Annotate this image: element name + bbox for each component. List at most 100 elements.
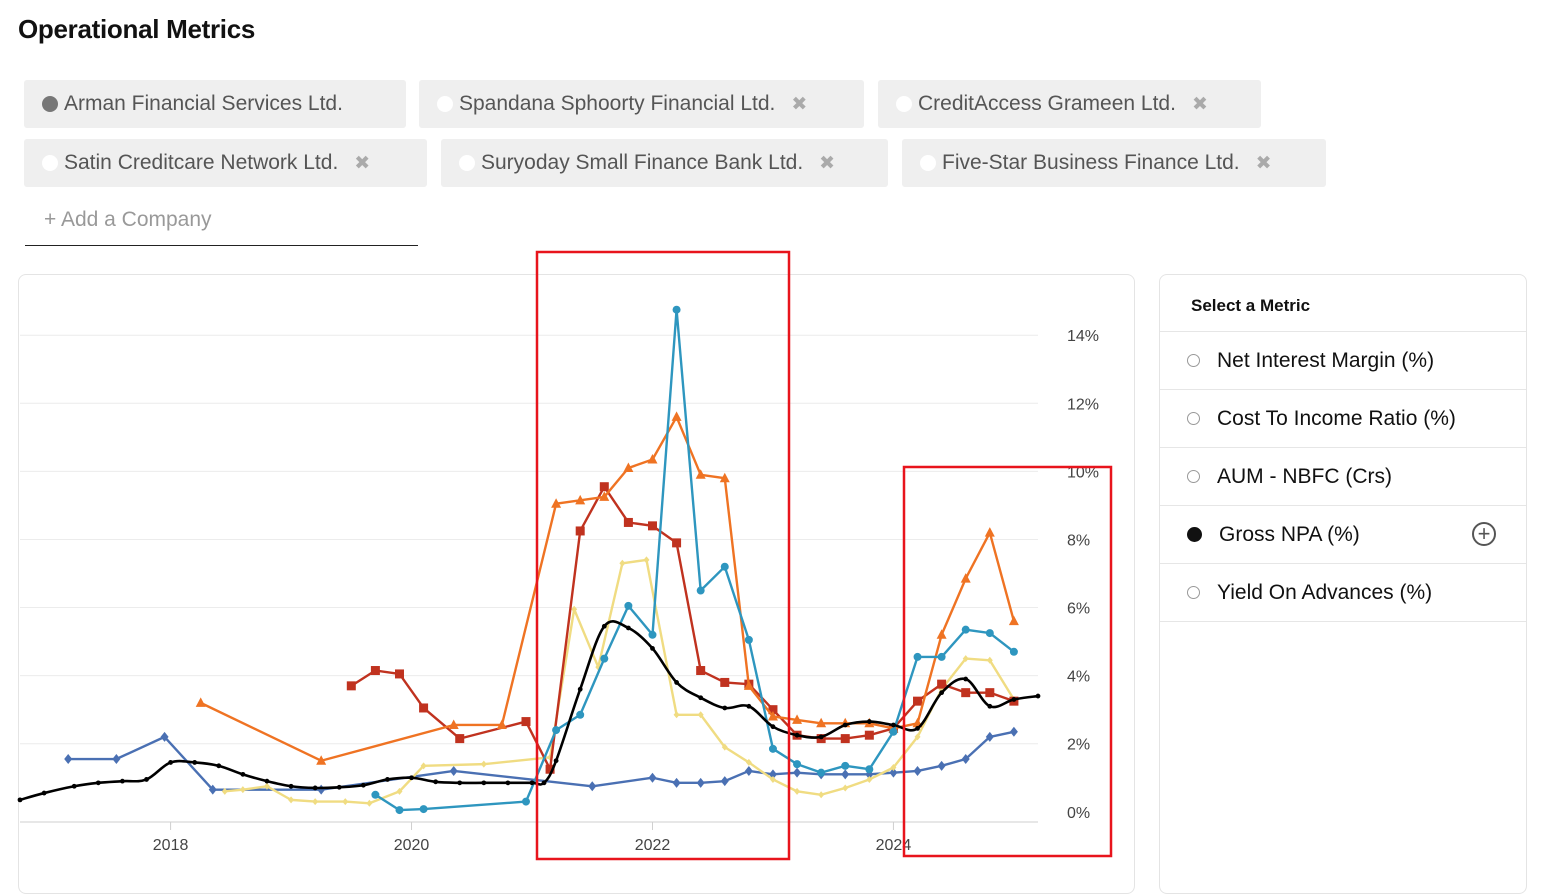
- data-point: [720, 776, 729, 787]
- data-point: [985, 629, 994, 638]
- company-chip[interactable]: Satin Creditcare Network Ltd. ✖: [24, 139, 427, 187]
- data-point: [449, 765, 458, 776]
- company-chip[interactable]: Five-Star Business Finance Ltd. ✖: [902, 139, 1326, 187]
- company-chip-label: Spandana Sphoorty Financial Ltd.: [459, 92, 776, 115]
- metric-selector-panel: Select a Metric Net Interest Margin (%) C…: [1159, 274, 1527, 894]
- data-point: [695, 469, 706, 479]
- data-point: [457, 780, 463, 786]
- remove-company-icon[interactable]: ✖: [1255, 152, 1272, 174]
- y-tick-label: 0%: [1067, 805, 1090, 822]
- data-point: [816, 717, 827, 728]
- data-point: [793, 767, 802, 778]
- y-tick-label: 6%: [1067, 601, 1090, 618]
- radio-unselected-icon[interactable]: [1187, 412, 1200, 425]
- data-point: [395, 806, 404, 815]
- data-point: [818, 791, 825, 799]
- series-line: [19, 620, 1039, 802]
- remove-company-icon[interactable]: ✖: [791, 93, 808, 115]
- radio-unselected-icon[interactable]: [1187, 470, 1200, 483]
- data-point: [963, 676, 969, 682]
- data-point: [987, 703, 993, 709]
- x-tick-label: 2018: [153, 837, 189, 854]
- data-point: [317, 784, 326, 795]
- company-chip[interactable]: Spandana Sphoorty Financial Ltd. ✖: [419, 80, 864, 128]
- add-company-input[interactable]: + Add a Company: [25, 204, 418, 246]
- data-point: [960, 573, 971, 583]
- data-point: [419, 703, 429, 713]
- data-point: [192, 760, 198, 765]
- data-point: [674, 680, 679, 685]
- data-point: [409, 775, 414, 781]
- data-point: [529, 780, 535, 786]
- data-point: [842, 784, 849, 792]
- metric-option[interactable]: Cost To Income Ratio (%): [1160, 390, 1526, 448]
- data-point: [842, 722, 848, 728]
- data-point: [1009, 647, 1018, 656]
- data-point: [696, 586, 705, 595]
- data-point: [221, 787, 228, 795]
- data-point: [599, 482, 609, 492]
- metric-option[interactable]: AUM - NBFC (Crs): [1160, 448, 1526, 506]
- series-line: [200, 415, 1016, 762]
- gross-npa-chart: 0% 2% 4% 6% 8% 10% 12% 14% 2018 2020 2022 2024: [17, 250, 1113, 861]
- data-point: [433, 779, 439, 785]
- radio-unselected-icon[interactable]: [1187, 586, 1200, 599]
- data-point: [767, 710, 778, 721]
- data-point: [552, 726, 561, 735]
- company-chip[interactable]: Arman Financial Services Ltd.: [24, 80, 406, 128]
- company-chip[interactable]: CreditAccess Grameen Ltd. ✖: [878, 80, 1261, 128]
- data-point: [889, 727, 898, 736]
- data-point: [650, 645, 655, 651]
- metric-option[interactable]: Net Interest Margin (%): [1160, 332, 1526, 390]
- data-point: [420, 762, 427, 770]
- company-chip[interactable]: Suryoday Small Finance Bank Ltd. ✖: [441, 139, 888, 187]
- data-point: [866, 719, 872, 724]
- radio-selected-icon[interactable]: [1187, 527, 1202, 542]
- radio-unselected-icon[interactable]: [1187, 354, 1200, 367]
- data-point: [817, 768, 826, 777]
- data-point: [41, 790, 47, 796]
- data-point: [939, 690, 945, 696]
- data-point: [696, 777, 705, 788]
- data-point: [144, 777, 149, 782]
- data-point: [396, 787, 403, 795]
- data-point: [17, 797, 23, 803]
- metric-option[interactable]: Yield On Advances (%): [1160, 564, 1526, 622]
- data-point: [576, 710, 585, 719]
- data-point: [120, 778, 125, 784]
- data-point: [619, 559, 626, 567]
- plus-circle-icon[interactable]: +: [1472, 522, 1496, 546]
- metric-option[interactable]: Gross NPA (%) +: [1160, 506, 1526, 564]
- data-point: [160, 731, 169, 742]
- remove-company-icon[interactable]: ✖: [354, 152, 371, 174]
- y-tick-label: 10%: [1067, 464, 1099, 481]
- remove-company-icon[interactable]: ✖: [1191, 93, 1208, 115]
- data-point: [937, 652, 946, 661]
- data-point: [721, 743, 728, 751]
- data-point: [643, 556, 650, 564]
- company-chip-label: Suryoday Small Finance Bank Ltd.: [481, 151, 804, 174]
- data-point: [575, 526, 585, 536]
- data-point: [890, 764, 897, 772]
- remove-company-icon[interactable]: ✖: [819, 152, 836, 174]
- company-color-dot-icon: [459, 155, 475, 171]
- data-point: [866, 775, 873, 783]
- data-point: [1009, 726, 1018, 737]
- y-tick-label: 12%: [1067, 396, 1099, 413]
- data-point: [208, 784, 217, 795]
- company-chip-label: CreditAccess Grameen Ltd.: [918, 92, 1176, 115]
- data-point: [961, 688, 971, 698]
- metric-option-label: Yield On Advances (%): [1217, 580, 1433, 604]
- company-chip-label: Satin Creditcare Network Ltd.: [64, 151, 339, 174]
- data-point: [914, 733, 921, 741]
- data-point: [743, 680, 754, 690]
- data-point: [865, 765, 874, 774]
- data-point: [793, 760, 802, 769]
- data-point: [577, 686, 583, 692]
- data-point: [720, 562, 729, 571]
- data-point: [722, 705, 728, 711]
- data-point: [913, 696, 923, 706]
- data-point: [672, 305, 681, 314]
- data-point: [481, 780, 487, 786]
- data-point: [769, 775, 776, 783]
